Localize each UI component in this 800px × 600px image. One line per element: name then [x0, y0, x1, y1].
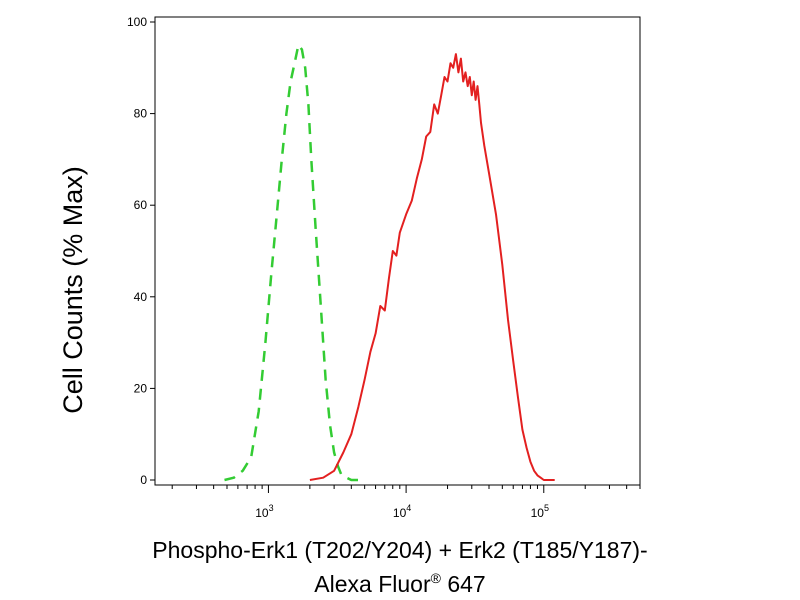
x-axis: 103 104 105	[171, 485, 641, 520]
series-line-stained	[309, 53, 555, 481]
x-tick-label: 105	[531, 503, 549, 520]
y-tick-label: 60	[134, 198, 148, 212]
x-axis-label-line2: Alexa Fluor® 647	[314, 570, 485, 597]
y-tick-label: 80	[134, 107, 148, 121]
series-lines	[224, 43, 555, 482]
x-axis-label-fluor: Alexa Fluor	[314, 571, 431, 597]
y-tick-label: 40	[134, 290, 148, 304]
x-axis-label-suffix: 647	[441, 571, 486, 597]
y-axis-label: Cell Counts (% Max)	[58, 166, 88, 414]
plot-frame	[154, 16, 641, 486]
y-tick-label: 0	[140, 473, 147, 487]
x-axis-label-registered: ®	[431, 570, 442, 586]
y-tick-label: 20	[134, 381, 148, 395]
series-line-control-dashed	[224, 43, 359, 482]
y-axis: 0 20 40 60 80 100	[127, 15, 155, 487]
x-tick-label: 104	[393, 503, 411, 520]
y-tick-label: 100	[127, 15, 147, 29]
x-tick-label: 103	[255, 503, 273, 520]
x-axis-label-line1: Phospho-Erk1 (T202/Y204) + Erk2 (T185/Y1…	[152, 537, 647, 563]
